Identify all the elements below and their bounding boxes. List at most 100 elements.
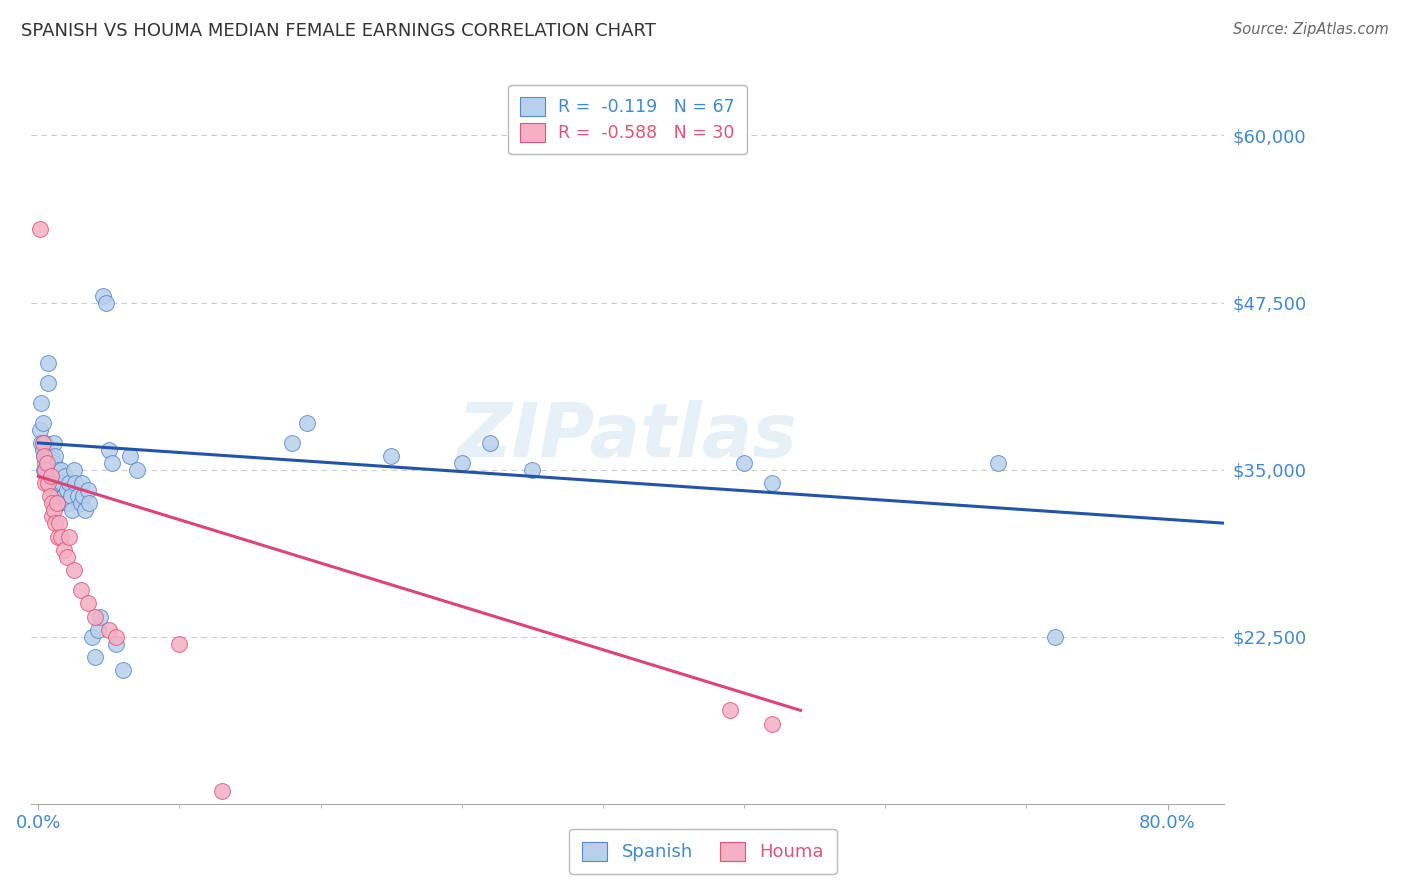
Point <box>32 450 55 464</box>
Point <box>48 516 70 531</box>
Point <box>32 450 55 464</box>
Point <box>48 496 70 510</box>
Point <box>761 716 783 731</box>
Legend: R =  -0.119   N = 67, R =  -0.588   N = 30: R = -0.119 N = 67, R = -0.588 N = 30 <box>508 85 747 154</box>
Point <box>55 483 77 497</box>
Point <box>34 476 56 491</box>
Point <box>31 436 53 450</box>
Point <box>38 490 60 504</box>
Point <box>63 476 86 491</box>
Point <box>30 436 52 450</box>
Point <box>37 476 59 491</box>
Point <box>380 450 402 464</box>
Point <box>733 456 755 470</box>
Point <box>73 503 96 517</box>
Point <box>45 469 67 483</box>
Point <box>80 630 103 644</box>
Text: Source: ZipAtlas.com: Source: ZipAtlas.com <box>1233 22 1389 37</box>
Point <box>35 469 58 483</box>
Point <box>111 663 134 677</box>
Point <box>86 623 108 637</box>
Point <box>97 623 120 637</box>
Point <box>69 496 91 510</box>
Point <box>42 436 65 450</box>
Point <box>83 609 105 624</box>
Point <box>987 456 1010 470</box>
Point <box>522 463 544 477</box>
Point <box>41 483 63 497</box>
Point <box>39 469 62 483</box>
Point <box>51 476 73 491</box>
Point <box>31 442 53 457</box>
Point <box>46 463 69 477</box>
Point <box>58 530 80 544</box>
Point <box>55 549 77 564</box>
Point <box>44 450 66 464</box>
Point <box>41 496 63 510</box>
Point <box>62 463 84 477</box>
Point <box>53 469 76 483</box>
Point <box>70 476 93 491</box>
Point <box>49 530 72 544</box>
Point <box>169 636 191 650</box>
Point <box>62 563 84 577</box>
Point <box>83 649 105 664</box>
Legend: Spanish, Houma: Spanish, Houma <box>569 829 837 874</box>
Point <box>89 609 111 624</box>
Point <box>38 456 60 470</box>
Point <box>42 503 65 517</box>
Point <box>211 783 233 797</box>
Point <box>479 436 502 450</box>
Point <box>97 442 120 457</box>
Point <box>72 490 94 504</box>
Point <box>30 396 52 410</box>
Point <box>60 503 83 517</box>
Point <box>45 490 67 504</box>
Point <box>69 582 91 597</box>
Point <box>32 463 55 477</box>
Point <box>718 703 741 717</box>
Point <box>104 636 127 650</box>
Point <box>31 416 53 430</box>
Point <box>28 222 51 236</box>
Point <box>44 516 66 531</box>
Point <box>59 490 82 504</box>
Point <box>41 463 63 477</box>
Point <box>49 463 72 477</box>
Point <box>118 450 141 464</box>
Point <box>34 463 56 477</box>
Point <box>39 450 62 464</box>
Point <box>35 456 58 470</box>
Point <box>450 456 472 470</box>
Point <box>127 463 149 477</box>
Point <box>295 416 318 430</box>
Point <box>281 436 304 450</box>
Point <box>34 456 56 470</box>
Point <box>41 509 63 524</box>
Point <box>34 436 56 450</box>
Point <box>52 542 75 557</box>
Point <box>28 423 51 437</box>
Point <box>100 456 122 470</box>
Point <box>76 596 98 610</box>
Point <box>761 476 783 491</box>
Point <box>1043 630 1066 644</box>
Point <box>66 490 89 504</box>
Point <box>42 456 65 470</box>
Point <box>37 356 59 370</box>
Point <box>35 450 58 464</box>
Point <box>37 376 59 390</box>
Point <box>91 289 114 303</box>
Point <box>52 490 75 504</box>
Point <box>45 496 67 510</box>
Point <box>38 476 60 491</box>
Point <box>104 630 127 644</box>
Point <box>77 496 100 510</box>
Text: ZIPatlas: ZIPatlas <box>457 400 797 473</box>
Point <box>39 469 62 483</box>
Point <box>94 295 117 310</box>
Text: SPANISH VS HOUMA MEDIAN FEMALE EARNINGS CORRELATION CHART: SPANISH VS HOUMA MEDIAN FEMALE EARNINGS … <box>21 22 657 40</box>
Point <box>76 483 98 497</box>
Point <box>48 476 70 491</box>
Point <box>58 476 80 491</box>
